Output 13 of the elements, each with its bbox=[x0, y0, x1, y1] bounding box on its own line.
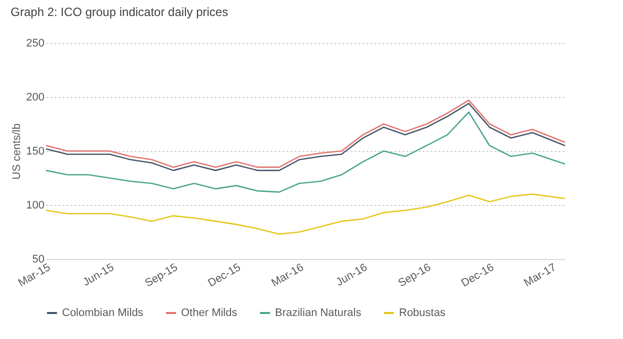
y-tick-label: 100 bbox=[26, 200, 44, 212]
line-series bbox=[45, 111, 566, 193]
y-axis-title: US cents/lb bbox=[11, 123, 24, 180]
legend-label: Brazilian Naturals bbox=[275, 307, 362, 319]
chart-title: Graph 2: ICO group indicator daily prices bbox=[10, 5, 228, 19]
legend-label: Other Milds bbox=[181, 307, 238, 319]
y-tick-label: 250 bbox=[26, 38, 44, 50]
y-tick-label: 150 bbox=[26, 146, 44, 158]
y-tick-label: 50 bbox=[32, 254, 44, 266]
legend-label: Robustas bbox=[399, 307, 446, 319]
legend-label: Colombian Milds bbox=[62, 307, 144, 319]
y-tick-label: 200 bbox=[26, 92, 44, 104]
line-series bbox=[45, 194, 566, 235]
